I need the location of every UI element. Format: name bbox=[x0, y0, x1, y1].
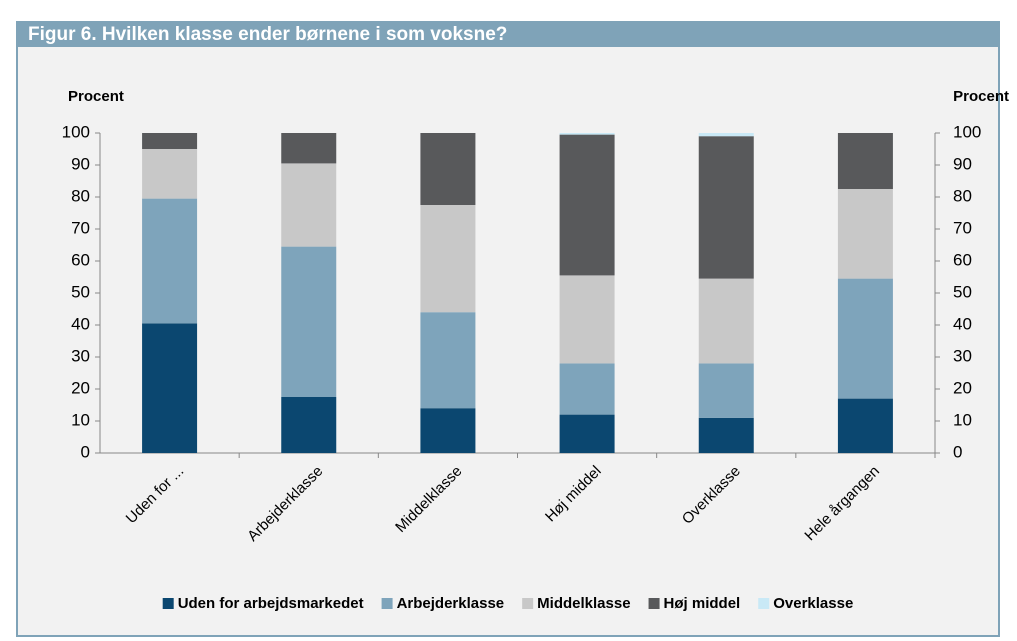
y-tick-label: 80 bbox=[71, 186, 90, 205]
bar-segment bbox=[698, 133, 754, 137]
legend-swatch bbox=[162, 598, 174, 609]
y2-tick-label: 40 bbox=[953, 314, 972, 333]
bar-segment bbox=[281, 397, 337, 453]
y2-tick-label: 30 bbox=[953, 346, 972, 365]
bar-segment bbox=[142, 198, 198, 324]
bar-segment bbox=[837, 278, 893, 399]
y-tick-label: 10 bbox=[71, 410, 90, 429]
y-tick-label: 90 bbox=[71, 154, 90, 173]
bar-segment bbox=[698, 417, 754, 453]
bar-segment bbox=[142, 149, 198, 199]
legend-label: Overklasse bbox=[773, 595, 853, 612]
y-tick-label: 50 bbox=[71, 282, 90, 301]
y2-tick-label: 70 bbox=[953, 218, 972, 237]
legend-label: Uden for arbejdsmarkedet bbox=[178, 595, 364, 612]
legend-swatch bbox=[758, 598, 770, 609]
chart-title: Figur 6. Hvilken klasse ender børnene i … bbox=[28, 24, 507, 45]
legend-swatch bbox=[381, 598, 393, 609]
y-tick-label: 100 bbox=[62, 122, 90, 141]
y-tick-label: 70 bbox=[71, 218, 90, 237]
bar-segment bbox=[142, 323, 198, 453]
bar-segment bbox=[420, 205, 476, 313]
bar-segment bbox=[142, 133, 198, 149]
bar-segment bbox=[559, 414, 615, 453]
bar-segment bbox=[281, 163, 337, 247]
y-tick-label: 60 bbox=[71, 250, 90, 269]
y2-tick-label: 10 bbox=[953, 410, 972, 429]
bar-segment bbox=[837, 398, 893, 453]
y2-tick-label: 0 bbox=[953, 442, 962, 461]
legend-swatch bbox=[522, 598, 534, 609]
bar-segment bbox=[420, 408, 476, 453]
y-tick-label: 30 bbox=[71, 346, 90, 365]
y-tick-label: 20 bbox=[71, 378, 90, 397]
bar-segment bbox=[559, 363, 615, 415]
bar-segment bbox=[281, 246, 337, 397]
y2-tick-label: 60 bbox=[953, 250, 972, 269]
bar-segment bbox=[420, 133, 476, 205]
y-tick-label: 40 bbox=[71, 314, 90, 333]
title-band bbox=[17, 22, 999, 47]
bar-segment bbox=[837, 189, 893, 279]
bar-segment bbox=[698, 136, 754, 279]
y2-tick-label: 50 bbox=[953, 282, 972, 301]
legend-label: Arbejderklasse bbox=[397, 595, 505, 612]
legend-swatch bbox=[648, 598, 660, 609]
y2-tick-label: 100 bbox=[953, 122, 981, 141]
bar-segment bbox=[698, 363, 754, 418]
y2-tick-label: 80 bbox=[953, 186, 972, 205]
y-axis-label: Procent bbox=[68, 88, 124, 105]
bar-segment bbox=[559, 134, 615, 276]
bar-segment bbox=[281, 133, 337, 164]
y-tick-label: 0 bbox=[81, 442, 90, 461]
y2-tick-label: 90 bbox=[953, 154, 972, 173]
bar-segment bbox=[559, 275, 615, 364]
bar-segment bbox=[698, 278, 754, 364]
y2-axis-label: Procent bbox=[953, 88, 1009, 105]
legend-label: Middelklasse bbox=[537, 595, 630, 612]
y2-tick-label: 20 bbox=[953, 378, 972, 397]
bar-segment bbox=[420, 312, 476, 409]
bar-segment bbox=[559, 133, 615, 135]
bar-segment bbox=[837, 133, 893, 189]
legend-label: Høj middel bbox=[664, 595, 741, 612]
